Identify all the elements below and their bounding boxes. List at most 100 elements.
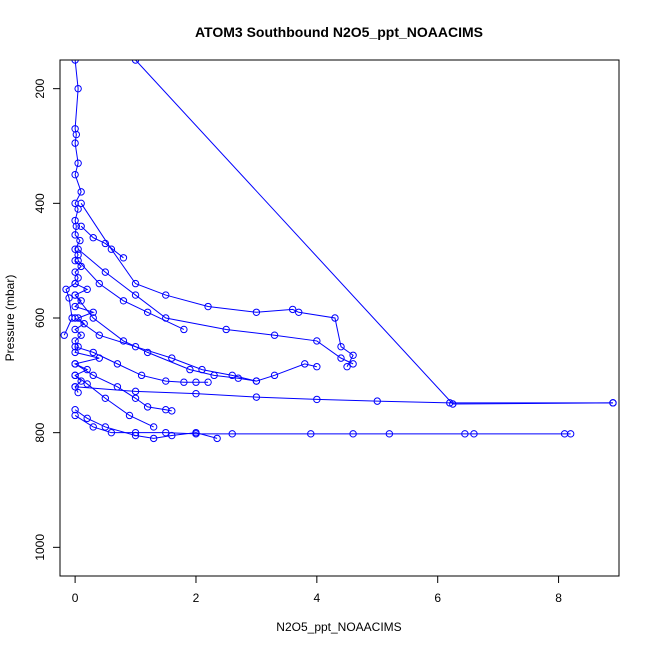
data-point	[446, 399, 454, 407]
data-point	[137, 371, 146, 380]
data-point	[566, 430, 575, 438]
data-point	[385, 430, 394, 438]
data-point	[113, 383, 122, 391]
series-11	[74, 256, 188, 334]
series-8	[71, 411, 575, 438]
data-point	[101, 239, 110, 248]
data-point	[119, 337, 128, 345]
data-point	[288, 305, 297, 314]
data-point	[101, 268, 110, 276]
data-point	[168, 354, 176, 362]
data-point	[349, 430, 357, 438]
y-tick-label: 400	[33, 193, 47, 213]
series-line	[74, 415, 571, 435]
series-5	[71, 314, 261, 385]
series-line	[77, 248, 354, 365]
series-line	[74, 317, 257, 382]
series-12	[77, 222, 128, 262]
data-point	[74, 274, 82, 282]
x-tick-label: 6	[434, 591, 441, 605]
data-point	[313, 363, 321, 371]
data-point	[71, 231, 79, 239]
series-line	[74, 374, 154, 428]
data-point	[71, 325, 79, 334]
data-point	[301, 360, 309, 368]
data-point	[222, 325, 230, 334]
data-point	[83, 380, 91, 388]
y-tick-label: 200	[33, 78, 47, 98]
x-axis-label: N2O5_ppt_NOAACIMS	[276, 620, 401, 634]
data-point	[192, 378, 200, 386]
data-point	[373, 397, 381, 405]
x-tick-label: 4	[313, 591, 320, 605]
data-point	[77, 199, 85, 208]
data-point	[107, 245, 116, 253]
series-line	[74, 294, 317, 382]
data-point	[89, 423, 97, 431]
data-point	[349, 360, 357, 368]
data-point	[213, 434, 221, 443]
data-point	[71, 139, 79, 147]
data-point	[331, 314, 339, 322]
series-line	[74, 346, 209, 383]
data-point	[101, 394, 110, 402]
data-point	[71, 383, 79, 391]
data-point	[77, 262, 85, 271]
data-point	[89, 348, 97, 357]
data-point	[89, 314, 97, 322]
data-point	[295, 308, 303, 316]
series-7	[71, 383, 617, 407]
data-point	[180, 378, 188, 386]
data-point	[71, 279, 79, 288]
data-point	[609, 399, 617, 407]
data-point	[83, 285, 91, 294]
series-1	[71, 60, 103, 397]
data-point	[131, 394, 140, 402]
data-point	[71, 342, 79, 351]
data-point	[71, 406, 79, 414]
series-line	[80, 203, 354, 367]
data-point	[74, 251, 82, 259]
data-point	[74, 245, 82, 253]
data-point	[71, 291, 79, 299]
data-point	[71, 170, 79, 179]
data-point	[349, 351, 357, 359]
data-point	[68, 314, 76, 322]
data-point	[71, 348, 79, 357]
data-point	[74, 256, 82, 265]
data-point	[74, 159, 82, 167]
data-point	[65, 294, 73, 302]
data-point	[71, 60, 79, 64]
series-3	[74, 245, 357, 368]
series-2	[77, 199, 357, 371]
data-point	[77, 188, 85, 196]
data-point	[204, 378, 212, 386]
data-point	[162, 377, 170, 385]
data-point	[162, 428, 170, 437]
data-point	[62, 285, 70, 294]
data-point	[180, 325, 188, 334]
data-point	[337, 354, 345, 362]
data-point	[143, 403, 152, 411]
data-point	[131, 342, 140, 351]
series-14	[71, 360, 176, 415]
data-point	[192, 428, 200, 437]
data-point	[162, 291, 170, 299]
data-point	[77, 297, 85, 305]
data-point	[76, 236, 84, 245]
data-point	[131, 60, 140, 64]
data-point	[228, 430, 236, 438]
series-layer	[60, 60, 617, 443]
data-point	[461, 430, 469, 438]
series-9	[71, 406, 221, 443]
data-point	[270, 331, 279, 339]
data-point	[77, 222, 85, 230]
data-point	[74, 205, 82, 213]
series-15	[71, 371, 158, 431]
data-point	[71, 371, 79, 380]
y-axis-label: Pressure (mbar)	[3, 275, 17, 362]
series-4	[71, 291, 321, 385]
data-point	[149, 434, 158, 443]
